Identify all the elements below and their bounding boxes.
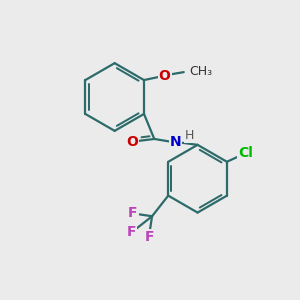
Text: F: F: [128, 206, 138, 220]
Text: F: F: [127, 225, 136, 239]
Text: Cl: Cl: [238, 146, 253, 160]
Text: N: N: [170, 135, 181, 149]
Text: H: H: [185, 129, 194, 142]
Text: O: O: [126, 135, 138, 149]
Text: O: O: [159, 69, 170, 83]
Text: F: F: [144, 230, 154, 244]
Text: CH₃: CH₃: [190, 65, 213, 78]
